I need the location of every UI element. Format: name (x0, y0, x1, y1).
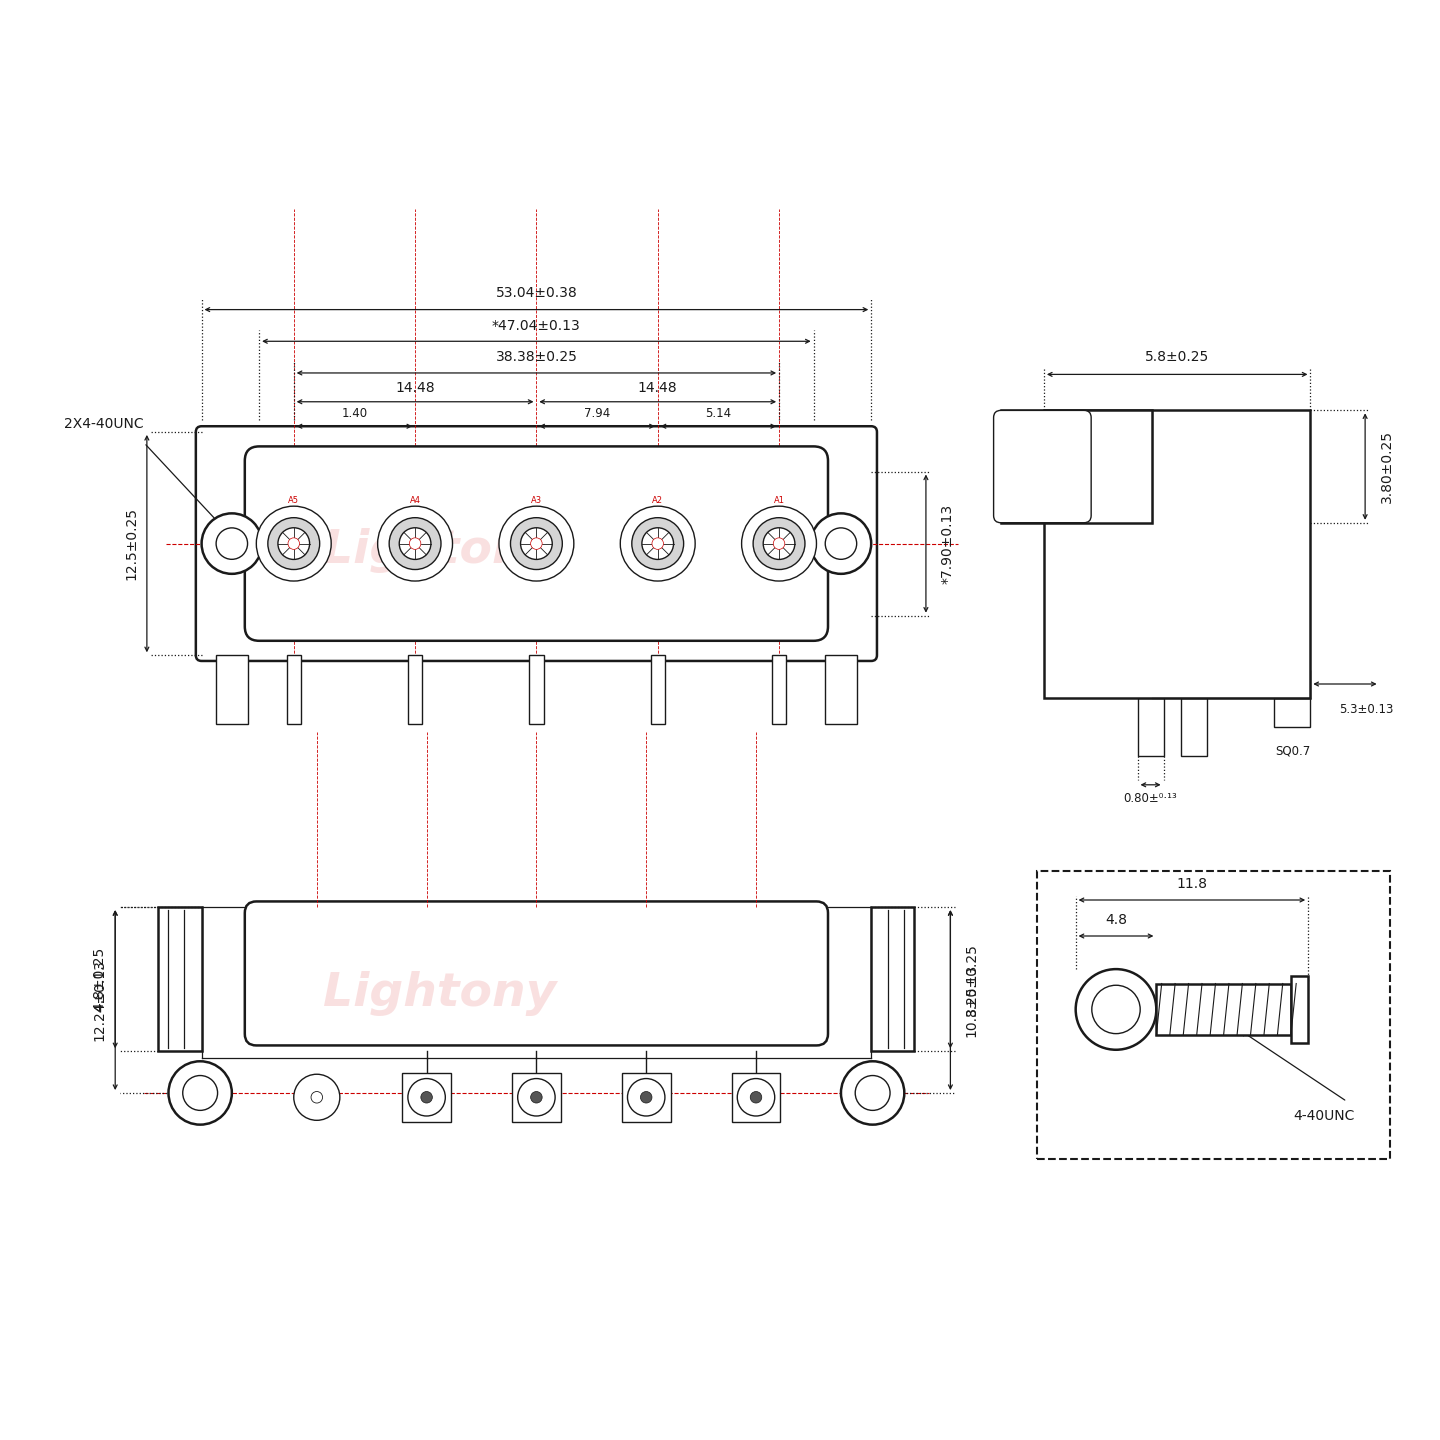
Circle shape (389, 518, 441, 569)
Text: 38.38±0.25: 38.38±0.25 (495, 350, 577, 364)
Bar (1037, 871, 1390, 1159)
Circle shape (521, 527, 553, 560)
Bar (216, 655, 248, 724)
Circle shape (202, 514, 262, 575)
Circle shape (256, 507, 331, 580)
Text: A4: A4 (409, 495, 420, 505)
Circle shape (278, 527, 310, 560)
Circle shape (763, 527, 795, 560)
Circle shape (377, 507, 452, 580)
Bar (871, 907, 914, 1051)
Text: 5.8±0.25: 5.8±0.25 (1145, 350, 1210, 364)
Circle shape (408, 1079, 445, 1116)
Text: Lightony: Lightony (323, 527, 556, 573)
Bar (1274, 670, 1310, 698)
Text: A2: A2 (652, 495, 664, 505)
Text: A5: A5 (288, 495, 300, 505)
Bar (622, 1073, 671, 1122)
Circle shape (1076, 969, 1156, 1050)
FancyBboxPatch shape (245, 446, 828, 641)
Text: 12.24±0.13: 12.24±0.13 (92, 959, 107, 1041)
Text: *47.04±0.13: *47.04±0.13 (492, 318, 580, 333)
Circle shape (652, 537, 664, 549)
Text: 4.8: 4.8 (1104, 913, 1128, 927)
Circle shape (632, 518, 684, 569)
Bar (1290, 976, 1308, 1043)
Text: 4-40UNC: 4-40UNC (1293, 1109, 1354, 1123)
Bar (1181, 698, 1207, 756)
Circle shape (642, 527, 674, 560)
Text: 14.48: 14.48 (638, 380, 678, 395)
FancyBboxPatch shape (994, 410, 1092, 523)
Circle shape (750, 1092, 762, 1103)
Text: 3.80±0.25: 3.80±0.25 (1380, 431, 1394, 503)
Bar (530, 655, 544, 724)
Text: 11.8: 11.8 (1176, 877, 1207, 891)
Circle shape (841, 1061, 904, 1125)
Text: 10.8±0.13: 10.8±0.13 (965, 963, 979, 1037)
FancyBboxPatch shape (245, 901, 828, 1045)
Circle shape (1092, 985, 1140, 1034)
Bar (287, 655, 301, 724)
Bar (1274, 698, 1310, 727)
Bar (402, 1073, 451, 1122)
Circle shape (855, 1076, 890, 1110)
Text: 7.94: 7.94 (585, 408, 611, 420)
Text: Lightony: Lightony (323, 971, 556, 1017)
Text: 14.48: 14.48 (395, 380, 435, 395)
Circle shape (268, 518, 320, 569)
Bar (408, 655, 422, 724)
Circle shape (399, 527, 431, 560)
FancyBboxPatch shape (196, 426, 877, 661)
Circle shape (294, 1074, 340, 1120)
Circle shape (517, 1079, 556, 1116)
Circle shape (183, 1076, 217, 1110)
Circle shape (621, 507, 696, 580)
Text: 53.04±0.38: 53.04±0.38 (495, 285, 577, 300)
Bar (732, 1073, 780, 1122)
Circle shape (498, 507, 573, 580)
Bar (1156, 984, 1290, 1035)
Circle shape (753, 518, 805, 569)
Bar (1001, 410, 1152, 523)
Text: A1: A1 (773, 495, 785, 505)
Text: 5.3±0.13: 5.3±0.13 (1339, 703, 1394, 716)
Text: 0.80±⁰·¹³: 0.80±⁰·¹³ (1123, 792, 1178, 805)
Text: 3.25±0.25: 3.25±0.25 (965, 943, 979, 1015)
Circle shape (216, 528, 248, 559)
Bar (825, 655, 857, 724)
Circle shape (825, 528, 857, 559)
Circle shape (530, 537, 541, 549)
Circle shape (628, 1079, 665, 1116)
Circle shape (773, 537, 785, 549)
Circle shape (420, 1092, 432, 1103)
Circle shape (737, 1079, 775, 1116)
Bar (651, 655, 665, 724)
Text: A3: A3 (531, 495, 541, 505)
Text: 12.5±0.25: 12.5±0.25 (124, 507, 138, 580)
Text: *7.90±0.13: *7.90±0.13 (940, 504, 955, 583)
Circle shape (641, 1092, 652, 1103)
Bar (1044, 410, 1310, 698)
Circle shape (288, 537, 300, 549)
Bar (513, 1073, 562, 1122)
Bar (1138, 698, 1164, 756)
Circle shape (530, 1092, 541, 1103)
Text: 4.8±0.25: 4.8±0.25 (92, 948, 107, 1011)
Circle shape (311, 1092, 323, 1103)
Text: 5.14: 5.14 (706, 408, 732, 420)
Text: 2X4-40UNC: 2X4-40UNC (65, 418, 144, 432)
Circle shape (742, 507, 816, 580)
Circle shape (811, 514, 871, 575)
Bar (772, 655, 786, 724)
Text: 1.40: 1.40 (341, 408, 367, 420)
Circle shape (168, 1061, 232, 1125)
Bar (158, 907, 202, 1051)
Circle shape (510, 518, 562, 569)
Text: SQ0.7: SQ0.7 (1274, 744, 1310, 757)
Circle shape (409, 537, 420, 549)
